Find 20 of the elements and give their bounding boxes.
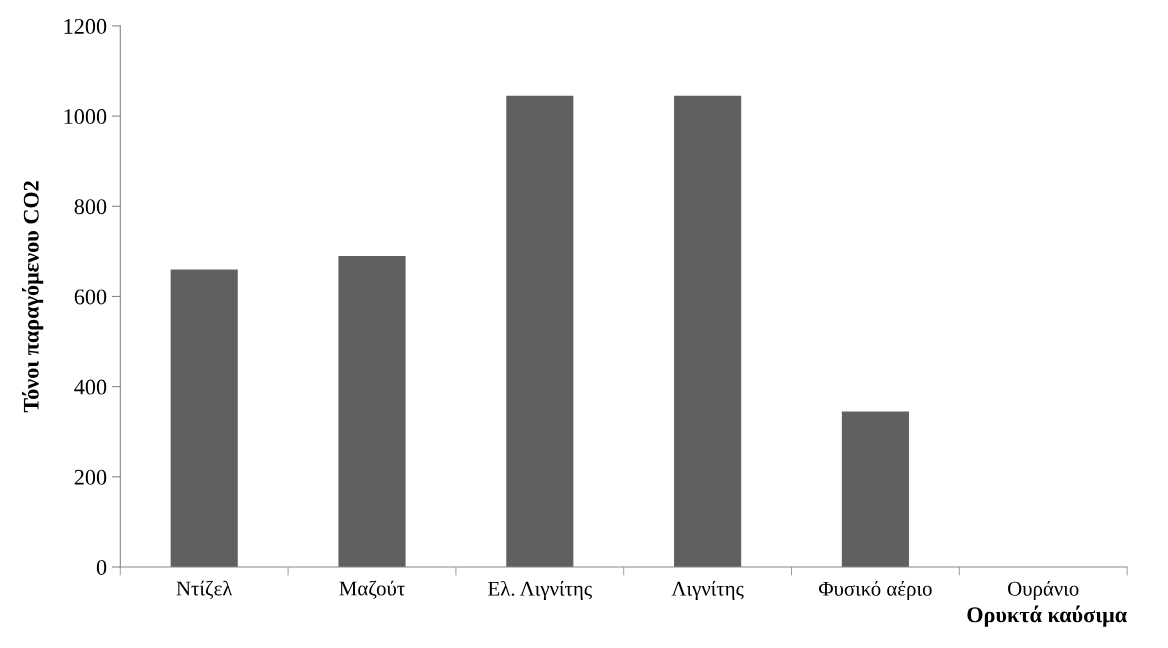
- x-axis-title: Ορυκτά καύσιμα: [967, 605, 1127, 627]
- bar: [506, 95, 574, 567]
- y-tick-label: 400: [74, 379, 107, 395]
- y-tick-label: 0: [96, 559, 107, 575]
- y-tick-label: 1000: [64, 109, 107, 125]
- bar: [170, 269, 238, 567]
- x-tick-label: Φυσικό αέριο: [818, 580, 932, 601]
- bar: [338, 255, 406, 567]
- y-tick-label: 200: [74, 469, 107, 485]
- bar: [841, 411, 909, 567]
- y-tick-label: 800: [74, 199, 107, 215]
- x-tick-label: Μαζούτ: [339, 580, 405, 600]
- x-tick-label: Λιγνίτης: [671, 580, 744, 601]
- bar: [674, 95, 742, 567]
- y-tick-label: 1200: [64, 18, 107, 34]
- x-tick-label: Ουράνιο: [1008, 580, 1079, 601]
- x-tick-label: Ελ. Λιγνίτης: [488, 580, 592, 601]
- y-axis-title: Τόνοι παραγόμενου CO2: [21, 181, 44, 413]
- x-tick-label: Ντίζελ: [176, 580, 233, 600]
- y-tick-label: 600: [74, 289, 107, 305]
